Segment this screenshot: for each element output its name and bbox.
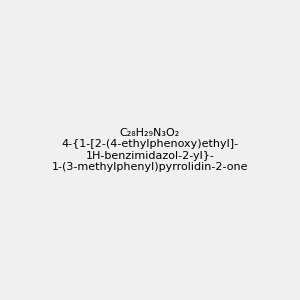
Text: C₂₈H₂₉N₃O₂
4-{1-[2-(4-ethylphenoxy)ethyl]-
1H-benzimidazol-2-yl}-
1-(3-methylphe: C₂₈H₂₉N₃O₂ 4-{1-[2-(4-ethylphenoxy)ethyl…: [52, 128, 248, 172]
